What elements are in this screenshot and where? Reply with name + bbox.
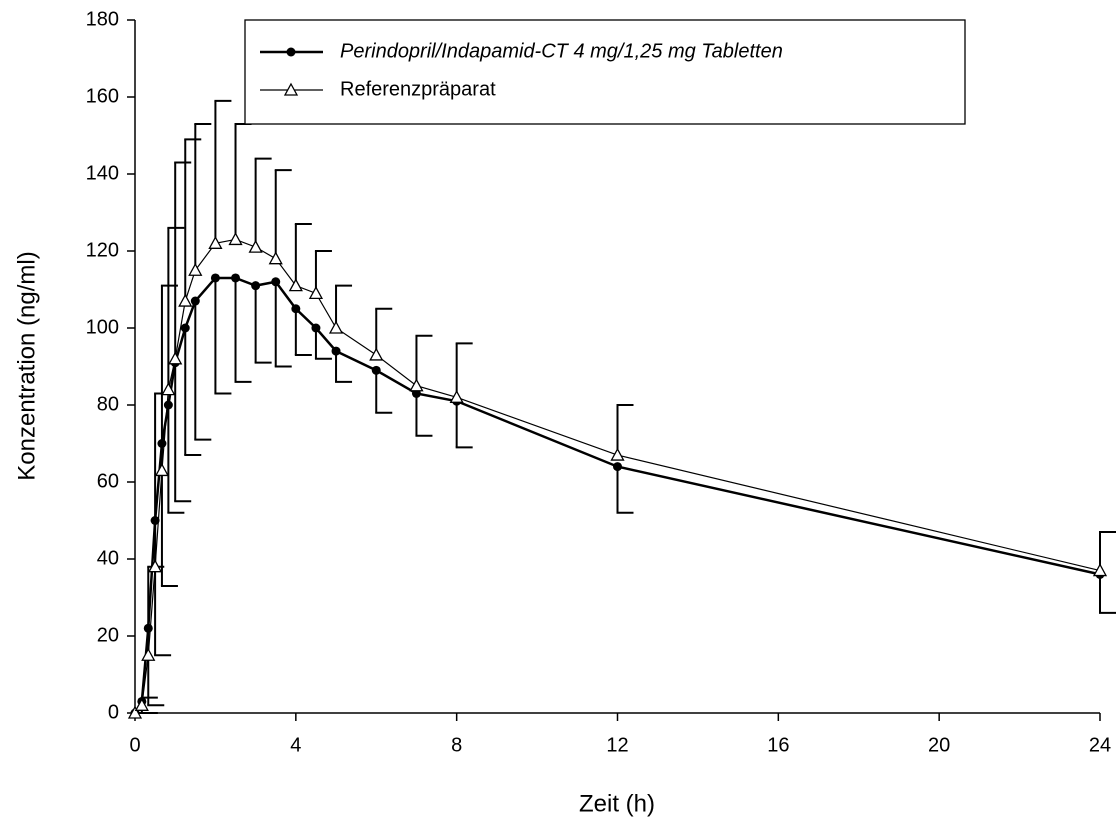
- data-point: [288, 278, 303, 292]
- x-tick-label: 4: [290, 734, 301, 756]
- error-bar: [214, 99, 232, 244]
- data-point: [163, 400, 173, 410]
- error-bar: [254, 157, 272, 248]
- legend-box: [244, 19, 966, 125]
- x-tick-label: 16: [767, 734, 789, 756]
- data-point: [168, 351, 183, 365]
- error-bar: [415, 334, 433, 386]
- data-point: [208, 235, 223, 249]
- error-bar: [375, 307, 393, 355]
- x-tick-label: 24: [1089, 734, 1111, 756]
- error-bar: [174, 161, 192, 359]
- data-point: [613, 462, 622, 472]
- data-point: [134, 697, 149, 711]
- data-point: [311, 323, 321, 333]
- error-bar: [455, 401, 473, 449]
- data-point: [369, 347, 384, 361]
- error-bar: [335, 284, 353, 328]
- data-point: [449, 389, 464, 403]
- error-bar: [616, 466, 634, 514]
- y-tick-label: 40: [97, 547, 119, 569]
- error-bar: [274, 169, 292, 259]
- error-bar: [314, 328, 332, 360]
- data-point: [251, 281, 261, 291]
- data-point: [178, 293, 193, 307]
- error-bar: [455, 342, 473, 398]
- data-point: [286, 47, 296, 57]
- data-point: [291, 304, 301, 314]
- error-bar: [335, 351, 353, 383]
- error-bar: [254, 285, 272, 364]
- error-bar: [616, 404, 634, 456]
- data-point: [283, 82, 299, 96]
- legend-label: Perindopril/Indapamid-CT 4 mg/1,25 mg Ta…: [340, 40, 783, 62]
- error-bar: [184, 138, 202, 302]
- data-point: [161, 382, 176, 396]
- data-point: [188, 262, 203, 276]
- data-point: [1092, 563, 1108, 577]
- error-bar: [294, 223, 312, 286]
- data-point: [331, 346, 341, 356]
- data-point: [268, 251, 283, 265]
- y-tick-label: 180: [86, 8, 119, 30]
- error-bar: [1099, 531, 1116, 571]
- error-bar: [274, 281, 292, 368]
- y-tick-label: 120: [86, 239, 119, 261]
- y-tick-label: 80: [97, 393, 119, 415]
- data-point: [148, 559, 163, 573]
- data-point: [190, 296, 200, 306]
- error-bar: [194, 122, 212, 271]
- error-bar: [214, 277, 232, 395]
- data-point: [271, 277, 281, 287]
- data-point: [248, 239, 263, 253]
- data-point: [127, 705, 143, 719]
- error-bar: [375, 370, 393, 414]
- x-tick-label: 8: [451, 734, 462, 756]
- data-point: [409, 378, 424, 392]
- x-tick-label: 20: [928, 734, 950, 756]
- x-tick-label: 0: [129, 734, 140, 756]
- y-tick-label: 100: [86, 316, 119, 338]
- data-point: [308, 285, 324, 299]
- error-bar: [1099, 574, 1116, 614]
- y-tick-label: 0: [108, 701, 119, 723]
- x-axis-label: Zeit (h): [579, 790, 655, 817]
- data-point: [210, 273, 220, 283]
- data-point: [328, 320, 344, 334]
- error-bar: [314, 250, 332, 294]
- error-bar: [234, 122, 252, 240]
- data-point: [180, 323, 190, 333]
- data-point: [154, 463, 170, 477]
- error-bar: [184, 328, 202, 457]
- data-point: [371, 365, 381, 375]
- legend-label: Referenzpräparat: [340, 78, 496, 100]
- y-tick-label: 20: [97, 624, 119, 646]
- data-point: [141, 647, 156, 661]
- error-bar: [167, 405, 185, 514]
- y-axis-label: Konzentration (ng/ml): [13, 251, 40, 480]
- error-bar: [174, 362, 192, 503]
- error-bar: [294, 308, 312, 356]
- data-point: [231, 273, 241, 283]
- error-bar: [415, 393, 433, 437]
- error-bar: [234, 277, 252, 383]
- data-point: [610, 447, 625, 461]
- y-tick-label: 140: [86, 162, 119, 184]
- error-bar: [194, 301, 212, 441]
- data-point: [228, 232, 243, 246]
- y-tick-label: 160: [86, 85, 119, 107]
- y-tick-label: 60: [97, 470, 119, 492]
- x-tick-label: 12: [606, 734, 628, 756]
